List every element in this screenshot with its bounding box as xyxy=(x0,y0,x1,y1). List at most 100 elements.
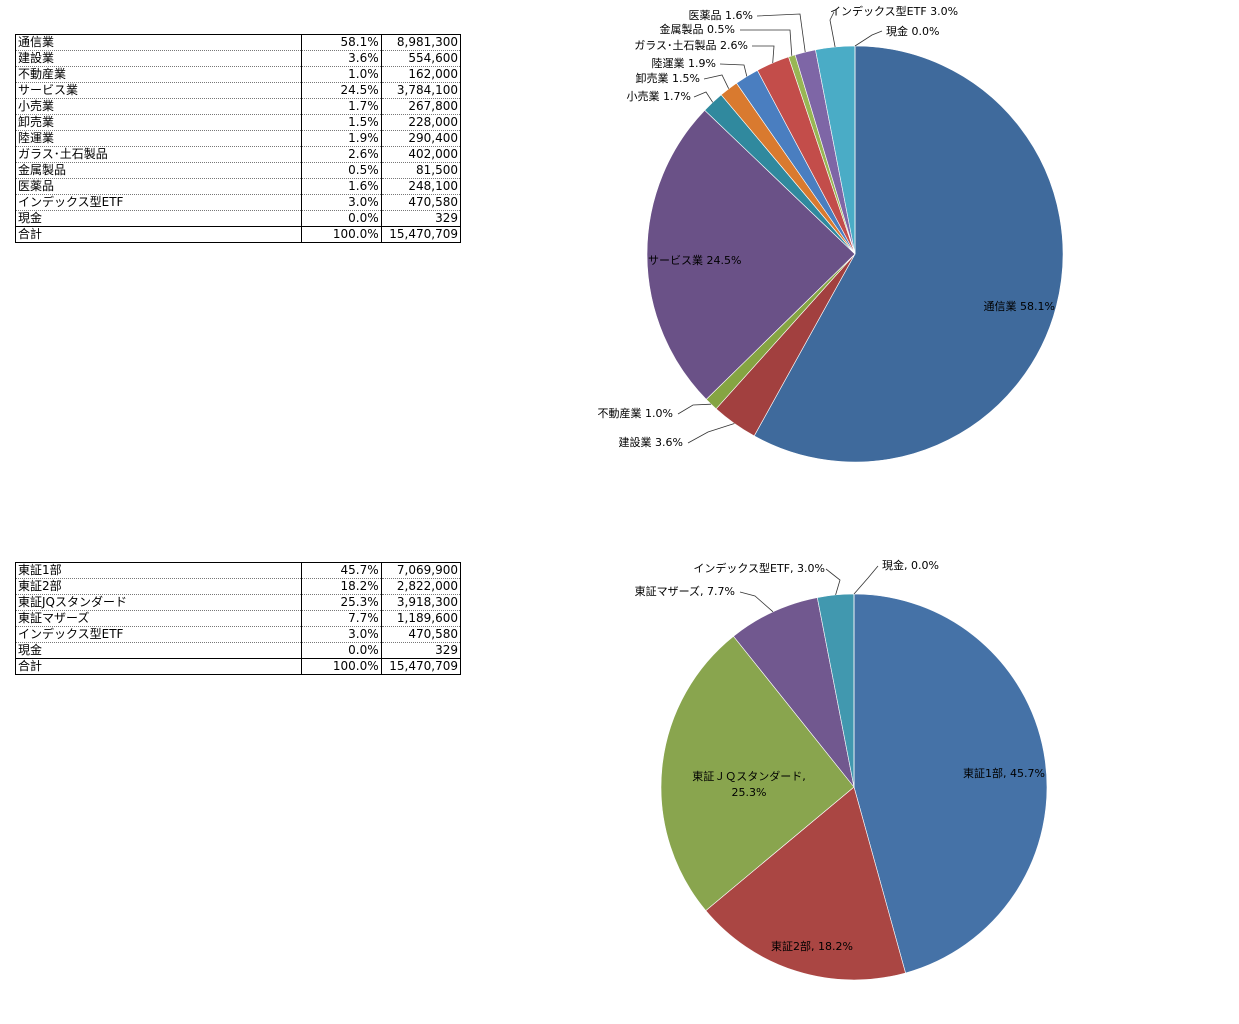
row-percent: 7.7% xyxy=(301,610,382,627)
market-table: 東証1部 45.7% 7,069,900 東証2部 18.2% 2,822,000 東証JQ… xyxy=(15,562,461,675)
data-label: 小売業 1.7% xyxy=(627,90,691,103)
row-name: 卸売業 xyxy=(15,114,302,131)
row-amount: 8,981,300 xyxy=(380,34,461,51)
total-name: 合計 xyxy=(15,226,302,243)
row-amount: 81,500 xyxy=(380,162,461,179)
leader-line xyxy=(740,29,793,56)
row-percent: 58.1% xyxy=(301,34,382,51)
pie-chart-1: 通信業 58.1% 建設業 3.6% 不動産業 1.0% サービス業 24.5% 小売業… xyxy=(598,4,1064,463)
data-label: インデックス型ETF, 3.0% xyxy=(693,561,825,575)
data-label: 現金 0.0% xyxy=(886,24,939,38)
row-amount: 3,784,100 xyxy=(380,82,461,99)
leader-line xyxy=(752,45,775,64)
row-amount: 248,100 xyxy=(380,178,461,195)
row-name: 不動産業 xyxy=(15,66,302,83)
row-percent: 24.5% xyxy=(301,82,382,99)
data-label: 陸運業 1.9% xyxy=(652,57,716,70)
leader-line xyxy=(853,565,879,595)
data-label: 東証ＪＱスタンダード, xyxy=(692,769,806,783)
leader-line xyxy=(677,403,712,415)
leader-line xyxy=(693,91,714,103)
leader-line xyxy=(825,568,841,596)
data-label: 東証マザーズ, 7.7% xyxy=(635,584,735,598)
leader-line xyxy=(854,30,883,47)
leader-line xyxy=(739,591,774,613)
industry-table: 通信業 58.1% 8,981,300 建設業 3.6% 554,600 不動産業 1.0% 1… xyxy=(15,34,461,243)
row-name: 陸運業 xyxy=(15,130,302,147)
table-row: サービス業 24.5% 3,784,100 xyxy=(15,82,461,99)
total-percent: 100.0% xyxy=(301,226,382,243)
row-percent: 18.2% xyxy=(301,578,382,595)
row-name: サービス業 xyxy=(15,82,302,99)
table-row: インデックス型ETF 3.0% 470,580 xyxy=(15,194,461,211)
row-percent: 1.7% xyxy=(301,98,382,115)
row-percent: 3.0% xyxy=(301,626,382,643)
data-label: サービス業 24.5% xyxy=(648,254,741,267)
row-amount: 228,000 xyxy=(380,114,461,131)
table-row: 小売業 1.7% 267,800 xyxy=(15,98,461,115)
data-label: 25.3% xyxy=(732,786,767,799)
table-row: 建設業 3.6% 554,600 xyxy=(15,50,461,67)
data-label: 不動産業 1.0% xyxy=(598,406,673,420)
table-row: ガラス･土石製品 2.6% 402,000 xyxy=(15,146,461,163)
leader-line xyxy=(703,74,730,89)
data-label: 東証2部, 18.2% xyxy=(771,939,853,953)
data-label: ガラス･土石製品 2.6% xyxy=(634,38,748,52)
row-name: 東証2部 xyxy=(15,578,302,595)
pie-slice xyxy=(733,597,855,788)
table-row: 陸運業 1.9% 290,400 xyxy=(15,130,461,147)
row-amount: 470,580 xyxy=(380,626,461,643)
row-percent: 1.6% xyxy=(301,178,382,195)
row-name: 金属製品 xyxy=(15,162,302,179)
total-amount: 15,470,709 xyxy=(380,658,461,675)
table-row: 東証マザーズ 7.7% 1,189,600 xyxy=(15,610,461,627)
row-percent: 1.9% xyxy=(301,130,382,147)
row-name: 建設業 xyxy=(15,50,302,67)
row-amount: 3,918,300 xyxy=(380,594,461,611)
row-percent: 2.6% xyxy=(301,146,382,163)
row-name: ガラス･土石製品 xyxy=(15,146,302,163)
pie-chart-2: 東証1部, 45.7% 東証2部, 18.2% 東証ＪＱスタンダード, 25.3% 東証… xyxy=(635,558,1048,981)
row-name: 東証1部 xyxy=(15,562,302,579)
row-name: インデックス型ETF xyxy=(15,626,302,643)
data-label: インデックス型ETF 3.0% xyxy=(830,4,958,18)
row-amount: 554,600 xyxy=(380,50,461,67)
leader-line xyxy=(829,11,836,48)
row-name: 通信業 xyxy=(15,34,302,51)
row-percent: 0.0% xyxy=(301,642,382,659)
row-percent: 1.0% xyxy=(301,66,382,83)
data-label: 東証1部, 45.7% xyxy=(963,766,1045,780)
pie-slice xyxy=(660,635,855,912)
pie-slice xyxy=(853,593,1048,974)
pie-slice xyxy=(753,45,1064,463)
data-label: 金属製品 0.5% xyxy=(660,22,735,36)
leader-line xyxy=(687,423,735,444)
table-row: 不動産業 1.0% 162,000 xyxy=(15,66,461,83)
row-percent: 0.0% xyxy=(301,210,382,227)
row-amount: 1,189,600 xyxy=(380,610,461,627)
row-amount: 7,069,900 xyxy=(380,562,461,579)
pie-slice xyxy=(705,786,906,981)
row-percent: 0.5% xyxy=(301,162,382,179)
table-row: インデックス型ETF 3.0% 470,580 xyxy=(15,626,461,643)
total-name: 合計 xyxy=(15,658,302,675)
row-amount: 470,580 xyxy=(380,194,461,211)
row-amount: 2,822,000 xyxy=(380,578,461,595)
pie-slice xyxy=(646,109,856,400)
row-name: 東証JQスタンダード xyxy=(15,594,302,611)
row-name: 医薬品 xyxy=(15,178,302,195)
total-percent: 100.0% xyxy=(301,658,382,675)
table-row: 通信業 58.1% 8,981,300 xyxy=(15,34,461,51)
data-label: 医薬品 1.6% xyxy=(689,9,753,22)
row-name: 東証マザーズ xyxy=(15,610,302,627)
total-row: 合計 100.0% 15,470,709 xyxy=(15,658,461,675)
table-row: 医薬品 1.6% 248,100 xyxy=(15,178,461,195)
table-row: 現金 0.0% 329 xyxy=(15,210,461,227)
row-percent: 45.7% xyxy=(301,562,382,579)
table-row: 東証2部 18.2% 2,822,000 xyxy=(15,578,461,595)
data-label: 通信業 58.1% xyxy=(984,300,1055,313)
table-row: 金属製品 0.5% 81,500 xyxy=(15,162,461,179)
row-percent: 1.5% xyxy=(301,114,382,131)
data-label: 卸売業 1.5% xyxy=(636,71,700,85)
leader-line xyxy=(756,13,806,53)
